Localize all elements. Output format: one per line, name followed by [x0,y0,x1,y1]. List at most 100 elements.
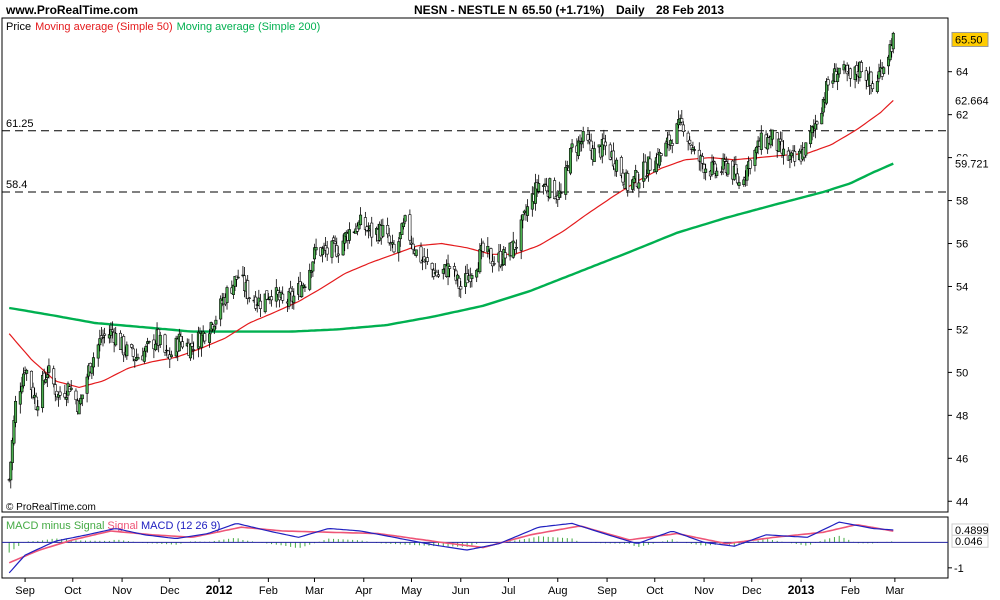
price-y-tick-label: 62 [956,110,968,122]
candle-body [397,241,401,253]
x-tick-label: Nov [112,585,132,597]
candle-body [626,173,630,191]
candle-body [611,150,615,167]
candle-body [80,394,84,400]
candle-body [398,232,402,240]
x-tick-label: 2013 [788,583,815,597]
candle-body [332,237,336,241]
candle-body [179,336,183,343]
candle-body [859,62,863,73]
candle-body [45,374,49,378]
candle-body [715,170,719,176]
support-line-label: 58.4 [6,179,27,191]
candle-body [871,83,875,90]
candle-body [826,79,830,86]
candle-body [314,247,318,251]
candle-body [688,139,692,144]
macd-legend-item: MACD minus Signal [6,520,104,532]
candle-body [734,164,738,175]
x-tick-label: Aug [548,585,568,597]
candle-body [12,420,16,444]
candle-body [680,118,684,123]
candle-body [430,263,434,270]
candle-body [387,235,391,244]
x-tick-label: Jun [452,585,470,597]
candle-body [845,64,849,75]
x-tick-label: Apr [355,585,372,597]
candle-body [370,222,374,238]
candle-body [103,333,107,336]
candle-body [437,274,441,277]
candle-body [402,222,406,227]
candle-body [20,385,24,393]
candle-body [190,342,194,347]
macd-legend: MACD minus Signal Signal MACD (12 26 9) [6,520,220,532]
macd-last-value-box [951,534,989,548]
candle-body [537,183,541,192]
candle-body [459,286,463,290]
candle-body [52,368,56,385]
x-tick-label: Feb [259,585,278,597]
candle-body [367,229,371,232]
candle-body [592,148,596,162]
candle-body [586,134,590,141]
price-legend: Price Moving average (Simple 50) Moving av… [6,21,320,33]
price-y-tick-label: 58 [956,196,968,208]
signal-path [8,524,894,564]
candle-body [882,67,886,74]
candle-body [720,171,724,173]
candle-body [414,249,418,256]
candle-body [735,173,739,184]
candle-body [836,74,840,82]
price-legend-item: Moving average (Simple 200) [177,21,321,33]
candle-body [748,159,752,169]
candle-body [14,400,18,423]
candle-body [325,247,329,255]
x-axis: Sep Oct Nov Dec 2012 Feb Mar Apr May Jun Jul Aug Sep… [15,578,905,597]
candle-body [581,131,585,142]
x-tick-label: Sep [597,585,617,597]
candle-body [648,158,652,171]
candle-body [10,440,14,463]
macd-last-value-label: 0.4899 [955,525,989,537]
candle-body [357,221,361,230]
candle-body [615,159,619,172]
candle-body [419,246,423,263]
candle-body [869,71,873,86]
candle-body [526,206,530,216]
price-y-tick-label: 48 [956,410,968,422]
price-y-tick-label: 64 [956,67,968,79]
x-tick-label: May [401,585,422,597]
candle-body [543,183,547,186]
candle-body [664,142,668,157]
candle-body [670,143,674,146]
candle-body [481,242,485,252]
x-tick-label: Sep [15,585,35,597]
candle-body [820,112,824,125]
macd-legend-item: MACD (12 26 9) [141,520,220,532]
candle-body [712,160,716,163]
candle-body [58,391,62,396]
candle-body [452,266,456,270]
ma50-path [8,99,894,389]
candle-body [311,261,315,272]
price-y-tick-label: 54 [956,281,968,293]
last-value-label: 62.664 [955,95,989,107]
candle-body [499,251,503,267]
date: 28 Feb 2013 [656,3,724,17]
price-y-tick-label: 52 [956,324,968,336]
candle-body [254,296,258,309]
candle-body [144,346,148,352]
candle-body [568,148,572,174]
candle-body [875,81,879,92]
candle-body [545,185,549,192]
candle-body [842,64,846,71]
x-tick-label: Feb [841,585,860,597]
candle-body [548,178,552,199]
candle-body [570,143,574,148]
macd-y-axis: -1 [948,563,964,575]
candle-body [303,286,307,288]
x-tick-label: Oct [64,585,81,597]
